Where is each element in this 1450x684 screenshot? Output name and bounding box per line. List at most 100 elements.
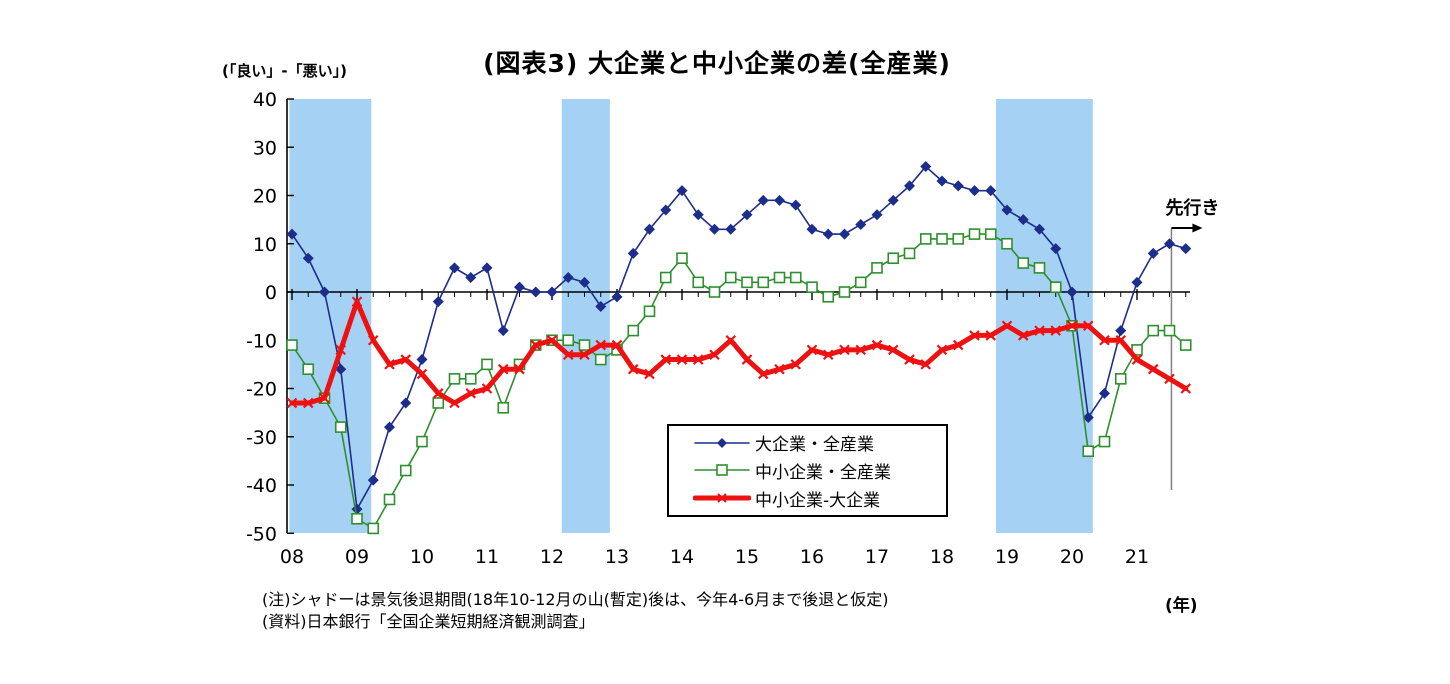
square-marker bbox=[822, 291, 835, 303]
square-marker bbox=[643, 305, 656, 318]
x-marker bbox=[530, 339, 542, 351]
x-marker bbox=[1115, 334, 1127, 346]
x-tick-label: 15 bbox=[735, 546, 759, 568]
diamond-marker bbox=[514, 281, 525, 293]
x-marker bbox=[806, 344, 818, 356]
y-tick-label: -50 bbox=[246, 523, 277, 545]
x-tick-label: 08 bbox=[280, 546, 304, 568]
y-axis-unit-label: (「良い」-「悪い」) bbox=[222, 62, 347, 80]
square-marker bbox=[741, 276, 753, 289]
diamond-marker bbox=[1066, 286, 1078, 298]
legend-sample-marker bbox=[717, 493, 727, 503]
diamond-marker bbox=[855, 218, 867, 230]
x-marker bbox=[384, 359, 395, 370]
x-marker bbox=[416, 368, 428, 380]
footnote-shading: (注)シャドーは景気後退期間(18年10-12月の山(暫定)後は、今年4-6月ま… bbox=[262, 590, 889, 609]
square-marker bbox=[708, 286, 721, 298]
diamond-marker bbox=[1147, 247, 1159, 259]
legend-sample-svg bbox=[694, 437, 750, 448]
square-marker bbox=[627, 324, 640, 337]
series-0 bbox=[286, 161, 1192, 515]
square-marker bbox=[334, 421, 347, 433]
diamond-marker bbox=[384, 421, 395, 433]
square-marker bbox=[871, 262, 883, 274]
x-marker bbox=[367, 334, 379, 346]
x-marker bbox=[1099, 334, 1110, 346]
x-marker bbox=[497, 363, 509, 375]
x-tick-label: 19 bbox=[995, 546, 1019, 568]
diamond-marker bbox=[1034, 223, 1045, 235]
diamond-marker bbox=[676, 185, 688, 197]
x-marker bbox=[286, 397, 298, 409]
x-marker bbox=[611, 339, 623, 351]
square-marker bbox=[286, 339, 298, 351]
x-tick-label: 13 bbox=[605, 546, 629, 568]
x-marker bbox=[660, 354, 672, 365]
legend-label: 中小企業-大企業 bbox=[755, 490, 881, 511]
diamond-marker bbox=[1017, 214, 1029, 226]
diamond-marker bbox=[465, 272, 477, 284]
square-marker bbox=[399, 464, 412, 477]
square-marker bbox=[692, 276, 705, 289]
square-marker bbox=[806, 281, 818, 293]
square-marker bbox=[716, 464, 728, 477]
diamond-marker bbox=[319, 286, 330, 298]
legend-swatch-diamond-line bbox=[693, 435, 751, 451]
square-marker bbox=[1179, 339, 1192, 351]
x-marker bbox=[757, 368, 769, 380]
x-marker bbox=[676, 354, 688, 365]
diamond-marker bbox=[887, 194, 899, 206]
x-marker bbox=[449, 397, 460, 409]
legend-label: 中小企業・全産業 bbox=[755, 462, 891, 483]
diamond-marker bbox=[627, 247, 639, 259]
legend-item-large-enterprises: 大企業・全産業 bbox=[693, 430, 946, 456]
square-marker bbox=[481, 358, 493, 371]
x-marker bbox=[855, 344, 867, 356]
x-marker bbox=[709, 349, 720, 361]
square-marker bbox=[968, 228, 981, 240]
legend-sample-svg bbox=[692, 493, 752, 503]
x-tick-label: 11 bbox=[475, 546, 499, 568]
square-marker bbox=[773, 271, 786, 284]
x-marker bbox=[952, 339, 964, 351]
square-marker bbox=[854, 276, 867, 289]
x-marker bbox=[514, 363, 525, 375]
diamond-marker bbox=[595, 300, 607, 312]
x-marker bbox=[920, 359, 932, 370]
square-marker bbox=[984, 228, 997, 240]
square-marker bbox=[887, 252, 900, 265]
x-marker bbox=[1180, 383, 1192, 394]
x-marker bbox=[774, 363, 785, 375]
x-marker bbox=[692, 354, 704, 365]
legend-sample-svg bbox=[694, 464, 750, 477]
diamond-marker bbox=[286, 228, 298, 240]
y-tick-label: 0 bbox=[265, 282, 277, 304]
x-marker bbox=[985, 330, 997, 341]
x-marker bbox=[790, 359, 802, 370]
diamond-marker bbox=[717, 437, 727, 448]
diamond-marker bbox=[952, 180, 964, 192]
square-marker bbox=[448, 373, 461, 385]
x-marker bbox=[319, 392, 330, 404]
x-marker bbox=[400, 354, 412, 365]
diamond-marker bbox=[302, 252, 314, 264]
diamond-marker bbox=[839, 228, 850, 240]
square-marker bbox=[903, 247, 916, 260]
diamond-marker bbox=[1164, 238, 1175, 250]
square-marker bbox=[1163, 324, 1176, 337]
x-marker bbox=[562, 349, 574, 361]
square-marker bbox=[1114, 373, 1127, 385]
diamond-marker bbox=[692, 209, 704, 221]
diamond-marker bbox=[920, 161, 932, 173]
x-marker bbox=[579, 349, 590, 361]
diamond-marker bbox=[579, 276, 590, 288]
diamond-marker bbox=[497, 325, 509, 337]
diamond-marker bbox=[1001, 204, 1013, 216]
x-tick-label: 17 bbox=[865, 546, 889, 568]
diamond-marker bbox=[871, 209, 883, 221]
y-tick-label: -40 bbox=[246, 475, 277, 497]
diamond-marker bbox=[660, 204, 672, 216]
y-tick-label: -10 bbox=[246, 330, 277, 352]
diamond-marker bbox=[1115, 325, 1127, 337]
legend-item-difference: 中小企業-大企業 bbox=[692, 485, 946, 511]
